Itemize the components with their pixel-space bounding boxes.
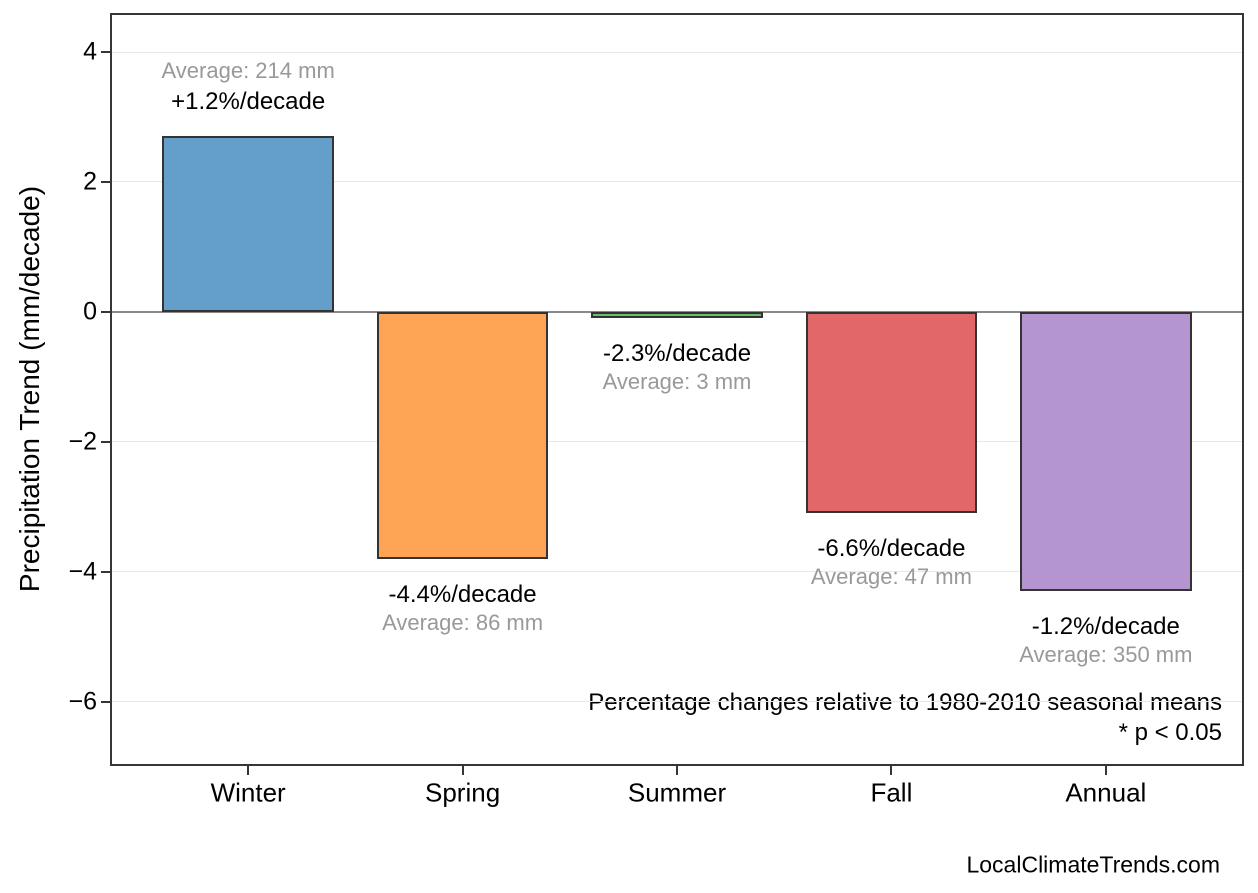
avg-label-annual: Average: 350 mm — [1019, 642, 1193, 668]
x-tick-label-spring: Spring — [425, 777, 501, 808]
note-relative-means: Percentage changes relative to 1980-2010… — [588, 689, 1222, 716]
y-tick-label: −4 — [68, 557, 97, 586]
x-axis-tick — [676, 766, 678, 775]
bar-winter — [162, 136, 334, 312]
y-axis-tick — [101, 51, 110, 54]
bar-fall — [805, 311, 978, 514]
x-axis-tick — [461, 766, 464, 775]
y-axis-tick — [101, 180, 110, 183]
avg-label-summer: Average: 3 mm — [602, 368, 752, 394]
x-axis-tick — [247, 766, 250, 775]
y-axis-tick — [101, 440, 110, 443]
y-axis-tick — [101, 700, 110, 703]
plot-area: Percentage changes relative to 1980-2010… — [110, 13, 1244, 766]
y-tick-label: 0 — [83, 297, 97, 326]
pct-label-annual: -1.2%/decade — [1031, 613, 1180, 641]
y-tick-label: 4 — [83, 37, 97, 66]
y-axis-title: Precipitation Trend (mm/decade) — [14, 185, 45, 593]
x-tick-label-summer: Summer — [627, 777, 727, 808]
x-axis-tick — [890, 766, 893, 775]
pct-label-spring: -4.4%/decade — [388, 580, 537, 608]
y-tick-label: −2 — [68, 427, 97, 456]
avg-label-fall: Average: 47 mm — [810, 564, 972, 590]
avg-label-winter: Average: 214 mm — [161, 58, 335, 84]
x-axis-tick — [1104, 766, 1107, 775]
watermark-footer: LocalClimateTrends.com — [966, 851, 1220, 878]
y-axis-tick — [101, 310, 110, 313]
y-tick-label: 2 — [83, 167, 97, 196]
gridline-y--6 — [112, 701, 1242, 703]
note-significance: * p < 0.05 — [1118, 719, 1222, 746]
y-tick-label: −6 — [68, 687, 97, 716]
pct-label-winter: +1.2%/decade — [171, 88, 326, 116]
x-tick-label-fall: Fall — [870, 777, 913, 808]
pct-label-summer: -2.3%/decade — [602, 339, 752, 367]
gridline-y--2 — [112, 441, 1242, 443]
gridline-y--4 — [112, 571, 1242, 573]
bar-annual — [1020, 311, 1192, 592]
bar-summer — [591, 311, 763, 318]
gridline-y-4 — [112, 51, 1242, 53]
y-axis-tick — [101, 570, 110, 573]
bar-spring — [376, 311, 549, 559]
pct-label-fall: -6.6%/decade — [817, 535, 966, 563]
x-tick-label-winter: Winter — [210, 777, 286, 808]
avg-label-spring: Average: 86 mm — [382, 609, 544, 635]
gridline-y-2 — [112, 181, 1242, 183]
x-tick-label-annual: Annual — [1065, 777, 1147, 808]
